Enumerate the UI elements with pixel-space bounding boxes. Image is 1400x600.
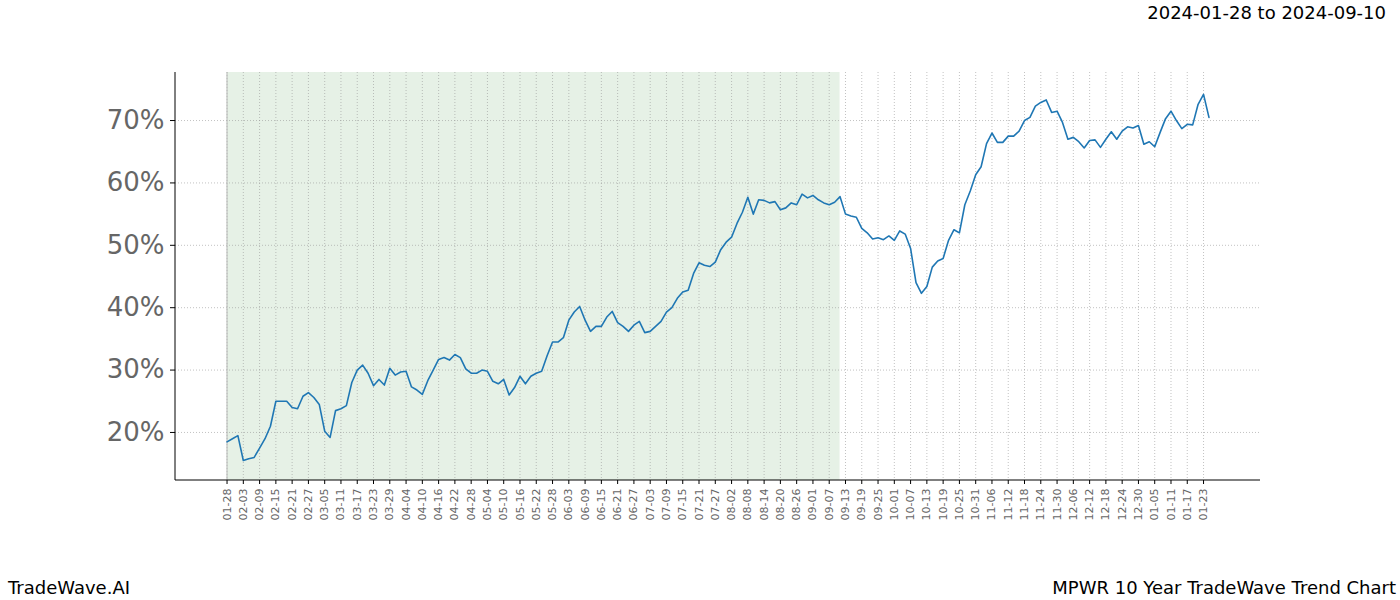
svg-text:06-03: 06-03 (562, 489, 575, 521)
svg-text:05-22: 05-22 (530, 489, 543, 521)
svg-text:03-11: 03-11 (334, 489, 347, 521)
svg-text:10-13: 10-13 (920, 489, 933, 521)
html-text:MPWR 10 Year TradeWave Trend C: MPWR 10 Year TradeWave Trend Chart (1052, 577, 1396, 598)
svg-text:09-19: 09-19 (855, 489, 868, 521)
svg-text:11-24: 11-24 (1034, 489, 1047, 521)
svg-text:12-12: 12-12 (1083, 489, 1096, 521)
svg-text:02-09: 02-09 (253, 489, 266, 521)
svg-text:07-15: 07-15 (676, 489, 689, 521)
svg-text:09-25: 09-25 (872, 489, 885, 521)
svg-text:04-04: 04-04 (400, 489, 413, 521)
svg-text:08-08: 08-08 (741, 489, 754, 521)
svg-text:06-27: 06-27 (627, 489, 640, 521)
svg-text:03-17: 03-17 (351, 489, 364, 521)
svg-text:07-03: 07-03 (644, 489, 657, 521)
svg-text:30%: 30% (107, 354, 165, 384)
svg-text:07-21: 07-21 (693, 489, 706, 521)
svg-text:40%: 40% (107, 292, 165, 322)
svg-text:05-16: 05-16 (514, 489, 527, 521)
svg-text:04-16: 04-16 (432, 489, 445, 521)
svg-text:10-01: 10-01 (888, 489, 901, 521)
svg-text:09-13: 09-13 (839, 489, 852, 521)
svg-text:03-05: 03-05 (318, 489, 331, 521)
svg-text:70%: 70% (107, 105, 165, 135)
svg-text:04-28: 04-28 (465, 489, 478, 521)
svg-text:05-04: 05-04 (481, 489, 494, 521)
svg-text:08-14: 08-14 (758, 489, 771, 521)
svg-text:11-12: 11-12 (1002, 489, 1015, 521)
svg-text:02-03: 02-03 (237, 489, 250, 521)
svg-text:08-20: 08-20 (774, 489, 787, 521)
svg-text:12-06: 12-06 (1067, 489, 1080, 521)
svg-text:08-02: 08-02 (725, 489, 738, 521)
svg-text:10-25: 10-25 (953, 489, 966, 521)
svg-text:01-05: 01-05 (1148, 489, 1161, 521)
svg-text:04-22: 04-22 (448, 489, 461, 521)
svg-text:05-10: 05-10 (497, 489, 510, 521)
svg-text:09-07: 09-07 (823, 489, 836, 521)
svg-text:03-29: 03-29 (383, 489, 396, 521)
svg-text:08-26: 08-26 (790, 489, 803, 521)
svg-text:50%: 50% (107, 230, 165, 260)
svg-text:10-07: 10-07 (904, 489, 917, 521)
html-text:TradeWave.AI: TradeWave.AI (8, 577, 130, 598)
svg-text:04-10: 04-10 (416, 489, 429, 521)
svg-text:11-06: 11-06 (985, 489, 998, 521)
svg-text:10-19: 10-19 (937, 489, 950, 521)
svg-text:20%: 20% (107, 417, 165, 447)
svg-text:12-24: 12-24 (1116, 489, 1129, 521)
svg-text:07-27: 07-27 (709, 489, 722, 521)
svg-text:03-23: 03-23 (367, 489, 380, 521)
svg-text:10-31: 10-31 (969, 489, 982, 521)
svg-text:07-09: 07-09 (660, 489, 673, 521)
svg-text:12-18: 12-18 (1099, 489, 1112, 521)
svg-text:12-30: 12-30 (1132, 489, 1145, 521)
svg-text:02-15: 02-15 (269, 489, 282, 521)
svg-text:01-23: 01-23 (1197, 489, 1210, 521)
svg-text:09-01: 09-01 (806, 489, 819, 521)
svg-text:11-30: 11-30 (1051, 489, 1064, 521)
svg-text:60%: 60% (107, 167, 165, 197)
svg-text:02-21: 02-21 (286, 489, 299, 521)
svg-text:06-15: 06-15 (595, 489, 608, 521)
svg-text:05-28: 05-28 (546, 489, 559, 521)
svg-text:01-11: 01-11 (1165, 489, 1178, 521)
html-text:2024-01-28 to 2024-09-10: 2024-01-28 to 2024-09-10 (1147, 2, 1386, 23)
svg-text:01-17: 01-17 (1181, 489, 1194, 521)
svg-text:02-27: 02-27 (302, 489, 315, 521)
svg-text:06-09: 06-09 (579, 489, 592, 521)
svg-text:11-18: 11-18 (1018, 489, 1031, 521)
svg-text:01-28: 01-28 (221, 489, 234, 521)
svg-text:06-21: 06-21 (611, 489, 624, 521)
